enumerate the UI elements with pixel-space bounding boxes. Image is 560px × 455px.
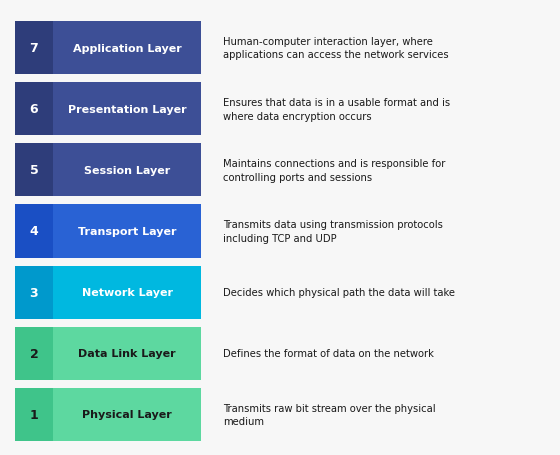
Text: Presentation Layer: Presentation Layer (68, 105, 186, 115)
Text: Maintains connections and is responsible for
controlling ports and sessions: Maintains connections and is responsible… (223, 159, 445, 182)
Bar (15, 266, 53, 319)
Text: Application Layer: Application Layer (73, 44, 181, 53)
Bar (53, 327, 201, 380)
Bar (53, 83, 201, 136)
Text: 5: 5 (30, 164, 39, 177)
Text: 3: 3 (30, 286, 38, 299)
Bar (15, 83, 53, 136)
Text: 1: 1 (30, 408, 39, 421)
Bar (15, 327, 53, 380)
Text: Physical Layer: Physical Layer (82, 410, 172, 420)
Bar (15, 205, 53, 258)
Text: Network Layer: Network Layer (82, 288, 172, 298)
Bar (53, 144, 201, 197)
Bar (53, 388, 201, 441)
Bar (15, 388, 53, 441)
Text: Transmits raw bit stream over the physical
medium: Transmits raw bit stream over the physic… (223, 403, 436, 426)
Text: 2: 2 (30, 347, 39, 360)
Bar (15, 144, 53, 197)
Text: Decides which physical path the data will take: Decides which physical path the data wil… (223, 288, 455, 298)
Text: Transmits data using transmission protocols
including TCP and UDP: Transmits data using transmission protoc… (223, 220, 443, 243)
Text: Session Layer: Session Layer (84, 166, 170, 176)
Text: Ensures that data is in a usable format and is
where data encryption occurs: Ensures that data is in a usable format … (223, 98, 450, 121)
Bar (53, 266, 201, 319)
Text: Defines the format of data on the network: Defines the format of data on the networ… (223, 349, 434, 359)
Bar (53, 22, 201, 75)
Text: 4: 4 (30, 225, 39, 238)
Bar (15, 22, 53, 75)
Text: Human-computer interaction layer, where
applications can access the network serv: Human-computer interaction layer, where … (223, 37, 449, 60)
Text: 6: 6 (30, 103, 38, 116)
Bar (53, 205, 201, 258)
Text: 7: 7 (30, 42, 39, 55)
Text: Data Link Layer: Data Link Layer (78, 349, 176, 359)
Text: Transport Layer: Transport Layer (78, 227, 176, 237)
